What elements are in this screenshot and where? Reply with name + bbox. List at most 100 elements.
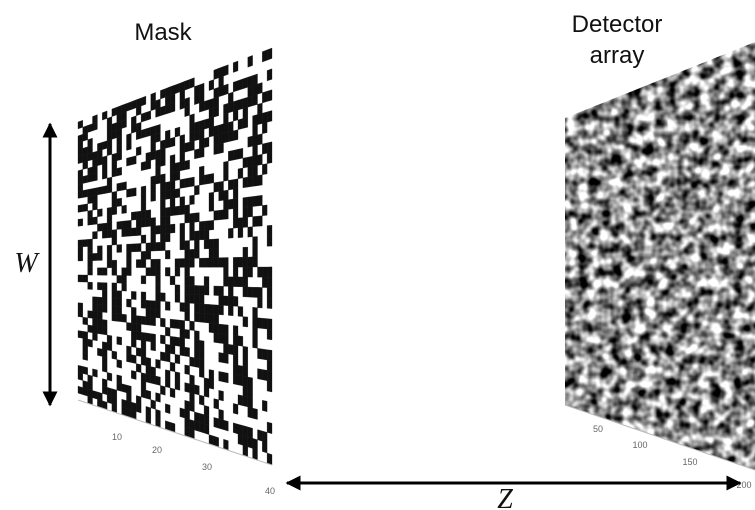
mask-cell (267, 90, 272, 102)
mask-cell (209, 323, 214, 333)
mask-cell (214, 125, 219, 136)
mask-cell (219, 76, 224, 87)
mask-cell (156, 242, 161, 251)
mask-cell (93, 173, 98, 181)
mask-cell (117, 375, 122, 384)
mask-cell (224, 277, 229, 287)
mask-cell (102, 386, 107, 395)
mask-cell (190, 132, 195, 142)
mask-cell (97, 209, 102, 217)
mask-cell (185, 250, 190, 259)
mask-cell (209, 370, 214, 380)
mask-cell (204, 174, 209, 184)
mask-cell (117, 298, 122, 306)
mask-cell (253, 165, 258, 176)
mask-cell (190, 375, 195, 385)
mask-cell (102, 268, 107, 276)
mask-cell (151, 126, 156, 136)
mask-cell (117, 245, 122, 253)
mask-cell (185, 312, 190, 321)
mask-cell (190, 294, 195, 303)
tick-label: 150 (682, 457, 697, 467)
mask-cell (194, 313, 199, 323)
mask-cell (78, 247, 83, 254)
mask-cell (88, 339, 93, 347)
mask-cell (185, 347, 190, 357)
mask-cell (258, 83, 263, 95)
mask-cell (170, 137, 175, 147)
mask-cell (253, 328, 258, 339)
mask-cell (190, 141, 195, 151)
mask-cell (209, 249, 214, 259)
mask-cell (243, 97, 248, 108)
mask-cell (204, 405, 209, 416)
mask-cell (102, 230, 107, 238)
mask-cell (117, 360, 122, 369)
mask-cell (165, 233, 170, 242)
mask-cell (97, 319, 102, 327)
mask-cell (83, 317, 88, 325)
mask-cell (127, 322, 132, 331)
mask-cell (146, 357, 151, 366)
mask-cell (209, 192, 214, 202)
mask-cell (102, 356, 107, 365)
mask-cell (267, 319, 272, 330)
mask-cell (107, 395, 112, 404)
mask-cell (228, 344, 233, 354)
mask-cell (112, 168, 117, 177)
mask-cell (258, 287, 263, 297)
mask-cell (170, 276, 175, 285)
mask-cell (131, 370, 136, 379)
mask-cell (146, 243, 151, 252)
mask-cell (204, 304, 209, 314)
mask-cell (88, 174, 93, 182)
mask-cell (253, 287, 258, 297)
mask-cell (136, 260, 141, 268)
mask-cell (224, 344, 229, 354)
mask-cell (151, 243, 156, 252)
mask-cell (238, 99, 243, 110)
mask-cell (107, 215, 112, 223)
mask-cell (122, 221, 127, 229)
mask-cell (170, 155, 175, 165)
mask-cell (233, 423, 238, 434)
mask-cell (136, 364, 141, 373)
mask-cell (78, 191, 83, 199)
mask-cell (127, 385, 132, 394)
mask-cell (180, 320, 185, 329)
mask-cell (185, 365, 190, 375)
mask-cell (185, 303, 190, 312)
mask-cell (160, 216, 165, 225)
mask-cell (141, 332, 146, 341)
mask-cell (83, 366, 88, 374)
mask-cell (253, 135, 258, 146)
mask-cell (122, 119, 127, 128)
tick-label: 50 (593, 424, 603, 434)
mask-cell (127, 102, 132, 112)
mask-cell (151, 342, 156, 351)
mask-cell (122, 276, 127, 284)
mask-cell (214, 210, 219, 220)
mask-cell (228, 180, 233, 190)
mask-cell (136, 348, 141, 357)
mask-cell (117, 183, 122, 192)
mask-cell (127, 268, 132, 276)
mask-cell (219, 371, 224, 382)
mask-cell (209, 80, 214, 91)
mask-cell (151, 193, 156, 202)
mask-cell (180, 408, 185, 418)
mask-cell (267, 48, 272, 60)
mask-cell (175, 127, 180, 137)
mask-cell (262, 370, 267, 381)
mask-cell (122, 384, 127, 393)
mask-cell (233, 257, 238, 267)
mask-cell (224, 200, 229, 210)
mask-cell (267, 370, 272, 381)
mask-cell (78, 120, 83, 129)
mask-cell (88, 282, 93, 289)
mask-cell (199, 422, 204, 433)
mask-cell (258, 113, 263, 125)
mask-cell (112, 153, 117, 162)
mask-cell (209, 239, 214, 249)
mask-cell (194, 412, 199, 423)
